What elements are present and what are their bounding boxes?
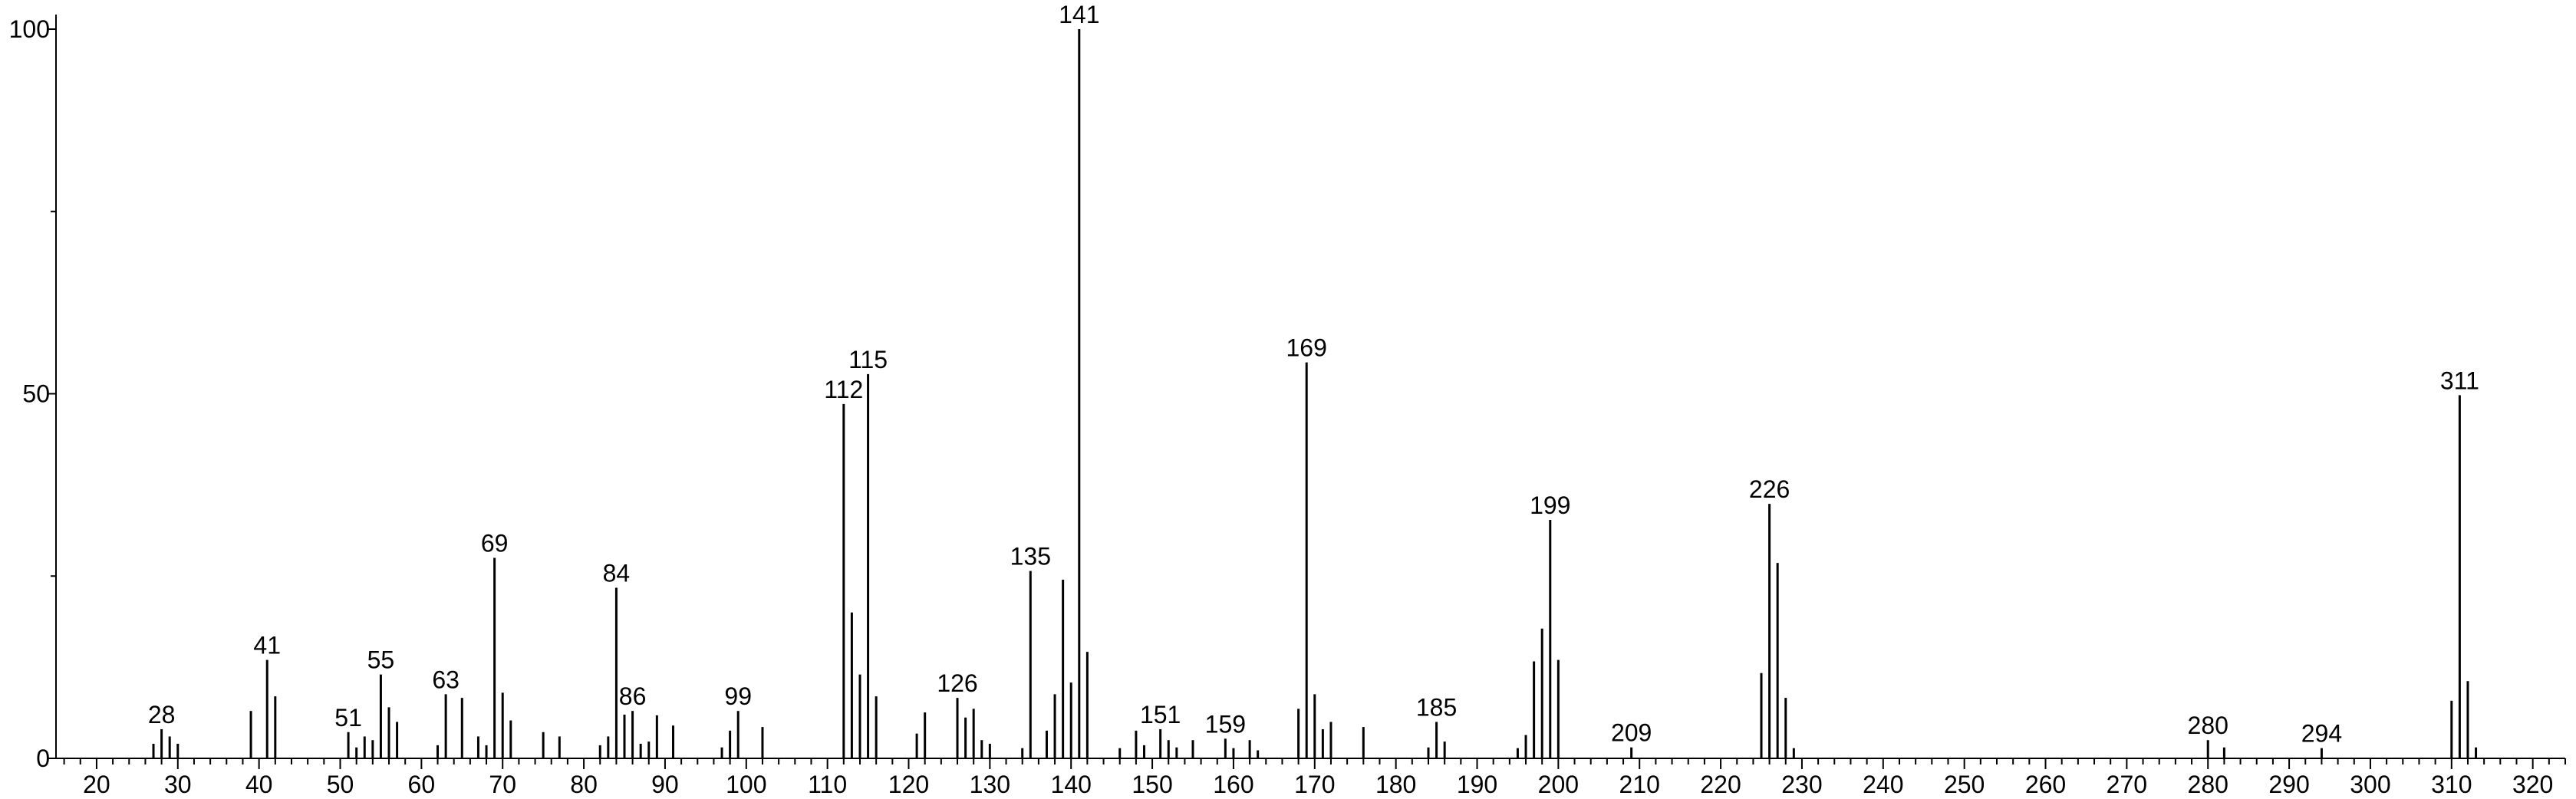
x-tick-label: 130	[970, 771, 1010, 798]
x-tick-label: 190	[1457, 771, 1497, 798]
x-tick-label: 120	[888, 771, 929, 798]
peak-label: 126	[937, 669, 977, 697]
x-tick-label: 280	[2188, 771, 2228, 798]
x-tick-label: 270	[2107, 771, 2147, 798]
x-tick-label: 150	[1132, 771, 1172, 798]
peak-label: 51	[334, 704, 362, 732]
y-tick-label: 50	[22, 380, 50, 408]
x-tick-label: 210	[1619, 771, 1660, 798]
peak-label: 209	[1611, 719, 1652, 747]
y-tick-label: 0	[36, 745, 50, 772]
peak-label: 41	[253, 632, 281, 659]
peak-label: 311	[2440, 367, 2479, 394]
peak-label: 63	[432, 666, 460, 693]
peak-label: 84	[603, 559, 631, 587]
peak-label: 226	[1749, 475, 1790, 503]
x-tick-label: 30	[164, 771, 192, 798]
x-tick-label: 20	[83, 771, 110, 798]
x-tick-label: 110	[808, 771, 847, 798]
x-tick-label: 60	[408, 771, 436, 798]
x-tick-label: 70	[489, 771, 516, 798]
peak-label: 185	[1416, 693, 1457, 721]
peak-label: 141	[1059, 1, 1099, 28]
x-tick-label: 90	[651, 771, 679, 798]
x-tick-label: 140	[1051, 771, 1092, 798]
x-tick-label: 100	[726, 771, 766, 798]
x-tick-label: 180	[1375, 771, 1416, 798]
x-tick-label: 320	[2512, 771, 2553, 798]
peak-label: 159	[1205, 710, 1246, 738]
x-tick-label: 250	[1944, 771, 1985, 798]
peak-label: 199	[1530, 492, 1570, 519]
x-tick-label: 170	[1294, 771, 1335, 798]
peak-label: 280	[2188, 712, 2228, 739]
peak-label: 135	[1010, 543, 1051, 570]
y-tick-label: 100	[9, 15, 50, 43]
peak-label: 169	[1286, 334, 1327, 362]
x-tick-label: 260	[2025, 771, 2066, 798]
peak-label: 86	[619, 682, 647, 710]
x-tick-label: 200	[1538, 771, 1579, 798]
peak-label: 99	[724, 682, 752, 710]
x-tick-label: 290	[2268, 771, 2309, 798]
peak-label: 69	[481, 529, 509, 557]
peak-label: 115	[848, 346, 888, 373]
peak-label: 294	[2301, 720, 2342, 748]
x-tick-label: 220	[1700, 771, 1741, 798]
peak-label: 28	[148, 701, 176, 728]
peak-label: 151	[1140, 701, 1181, 728]
peak-label: 55	[367, 646, 395, 674]
x-tick-label: 300	[2350, 771, 2390, 798]
x-tick-label: 240	[1863, 771, 1903, 798]
x-tick-label: 80	[570, 771, 598, 798]
peak-label: 112	[824, 376, 863, 403]
x-tick-label: 230	[1781, 771, 1822, 798]
x-tick-label: 310	[2431, 771, 2472, 798]
x-tick-label: 50	[327, 771, 354, 798]
x-tick-label: 160	[1213, 771, 1253, 798]
x-tick-label: 40	[245, 771, 273, 798]
